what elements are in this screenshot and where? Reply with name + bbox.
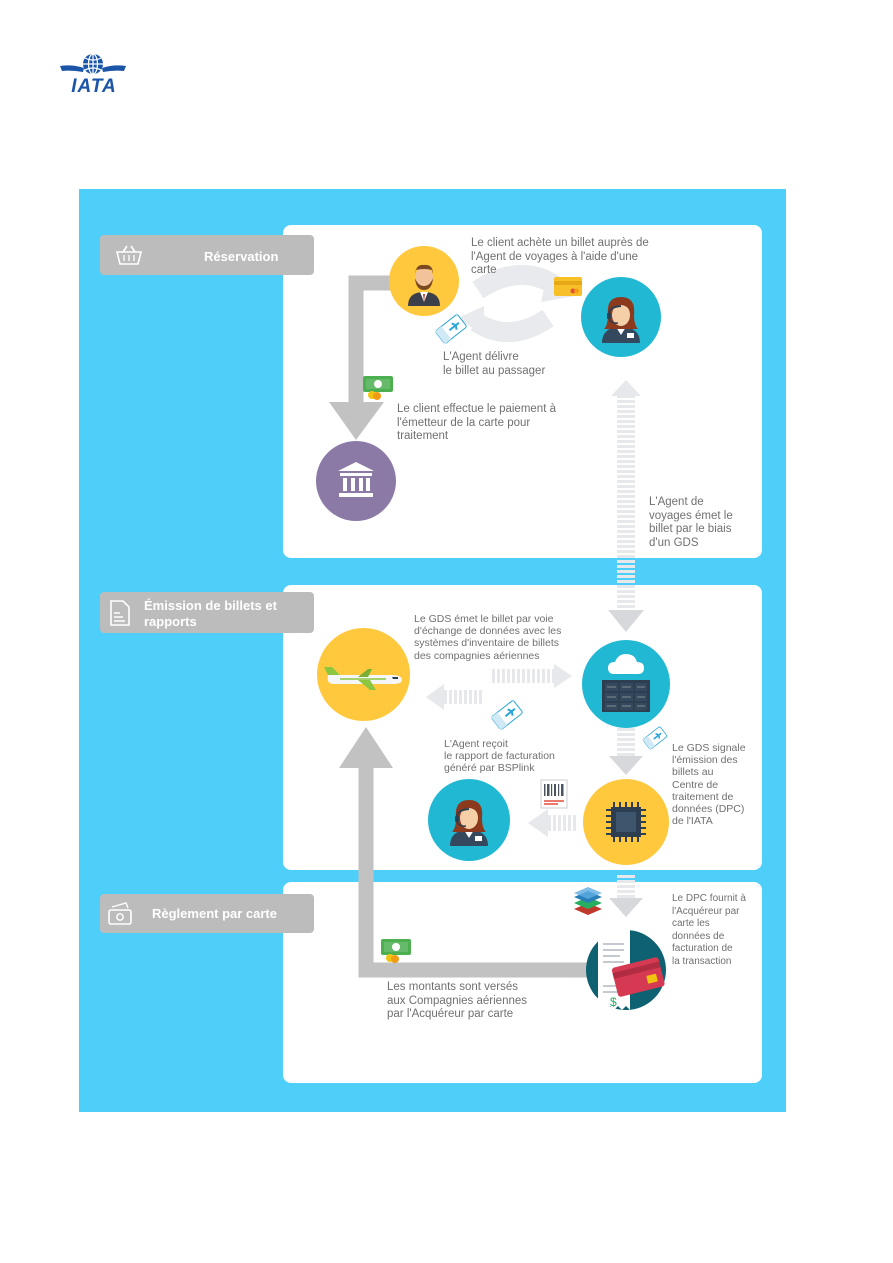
caption-agent-issues-via-gds: L'Agent de voyages émet le billet par le… xyxy=(649,496,733,550)
client-icon xyxy=(408,264,440,306)
caption-line: systèmes d'inventaire de billets xyxy=(414,637,559,650)
caption-line: billet par le biais xyxy=(649,523,732,535)
section-label-text-line2: rapports xyxy=(144,614,197,629)
cash-icon xyxy=(108,902,132,925)
caption-line: données (DPC) xyxy=(672,803,745,816)
caption-line: Les montants sont versés xyxy=(387,981,519,993)
section-label-text: Réservation xyxy=(204,249,279,264)
plane-ticket-icon-2 xyxy=(491,700,523,730)
travel-agent-icon-2 xyxy=(450,800,488,846)
section-label-reservation: Réservation xyxy=(100,235,314,275)
caption-line: traitement de xyxy=(672,790,734,803)
caption-line: billets au xyxy=(672,766,714,779)
caption-gds-reports-to-dpc: Le GDS signale l'émission des billets au… xyxy=(672,742,746,827)
section-label-settlement: Règlement par carte xyxy=(100,894,314,933)
caption-line: Le GDS signale xyxy=(672,742,746,754)
caption-line: Le DPC fournit à xyxy=(672,893,746,904)
caption-line: le billet au passager xyxy=(443,364,546,377)
caption-line: carte les xyxy=(672,918,710,929)
caption-line: par l'Acquéreur par carte xyxy=(387,1008,514,1020)
caption-line: données de xyxy=(672,930,725,942)
caption-gds-issues-ticket: Le GDS émet le billet par voie d'échange… xyxy=(414,613,561,662)
travel-agent-icon xyxy=(602,297,640,343)
caption-agent-delivers-ticket: L'Agent délivre le billet au passager xyxy=(443,351,545,378)
cash-money-icon xyxy=(363,376,393,400)
caption-line: généré par BSPlink xyxy=(444,762,535,775)
caption-line: L'Agent délivre xyxy=(443,351,519,363)
processor-chip-icon xyxy=(606,802,646,842)
iata-logo-text: IATA xyxy=(71,76,117,97)
caption-line: le rapport de facturation xyxy=(444,750,555,763)
caption-client-pays-issuer: Le client effectue le paiement à l'émett… xyxy=(397,403,556,444)
caption-line: Le GDS émet le billet par voie xyxy=(414,613,554,625)
basket-icon xyxy=(115,245,143,265)
caption-line: des compagnies aériennes xyxy=(414,649,540,662)
credit-card-icon xyxy=(554,277,582,296)
caption-agent-receives-report: L'Agent reçoit le rapport de facturation… xyxy=(444,738,555,775)
gds-server-cloud-icon xyxy=(602,654,650,712)
caption-dpc-provides-data: Le DPC fournit à l'Acquéreur par carte l… xyxy=(672,893,746,968)
caption-line: L'Agent reçoit xyxy=(444,738,508,750)
caption-line: Le client effectue le paiement à xyxy=(397,403,556,415)
plane-ticket-icon-3 xyxy=(642,726,668,750)
caption-line: l'Agent de voyages à l'aide d'une xyxy=(471,250,639,263)
iata-logo xyxy=(60,53,126,75)
airplane-icon xyxy=(324,667,402,690)
caption-line: d'échange de données avec les xyxy=(414,625,562,638)
caption-line: d'un GDS xyxy=(649,536,699,549)
caption-amounts-paid-to-airlines: Les montants sont versés aux Compagnies … xyxy=(387,981,527,1022)
caption-line: l'émetteur de la carte pour xyxy=(397,416,531,429)
caption-line: voyages émet le xyxy=(649,509,733,522)
section-label-text: Règlement par carte xyxy=(152,906,277,921)
document-icon xyxy=(110,600,130,626)
caption-client-buys-ticket: Le client achète un billet auprès de l'A… xyxy=(471,237,649,278)
billing-report-barcode-icon xyxy=(540,779,568,809)
caption-line: de l'IATA xyxy=(672,815,713,828)
caption-line: traitement xyxy=(397,430,449,442)
cash-money-icon-2 xyxy=(381,939,411,963)
section-label-emission: Émission de billets et rapports xyxy=(100,592,314,633)
caption-line: aux Compagnies aériennes xyxy=(387,994,528,1007)
bank-icon xyxy=(338,462,374,497)
caption-line: l'émission des xyxy=(672,754,738,767)
caption-line: L'Agent de xyxy=(649,496,704,508)
receipt-card-icon: $ xyxy=(598,930,665,1010)
svg-text:$: $ xyxy=(610,995,617,1009)
caption-line: facturation de xyxy=(672,943,733,954)
data-layers-icon xyxy=(574,887,602,915)
section-label-text-line1: Émission de billets et xyxy=(144,598,277,613)
plane-ticket-icon xyxy=(435,314,467,344)
caption-line: l'Acquéreur par xyxy=(672,905,740,917)
caption-line: carte xyxy=(471,264,497,276)
card-issuer-bank-circle xyxy=(316,441,396,521)
caption-line: la transaction xyxy=(672,955,732,967)
caption-line: Centre de xyxy=(672,778,719,791)
caption-line: Le client achète un billet auprès de xyxy=(471,237,649,249)
